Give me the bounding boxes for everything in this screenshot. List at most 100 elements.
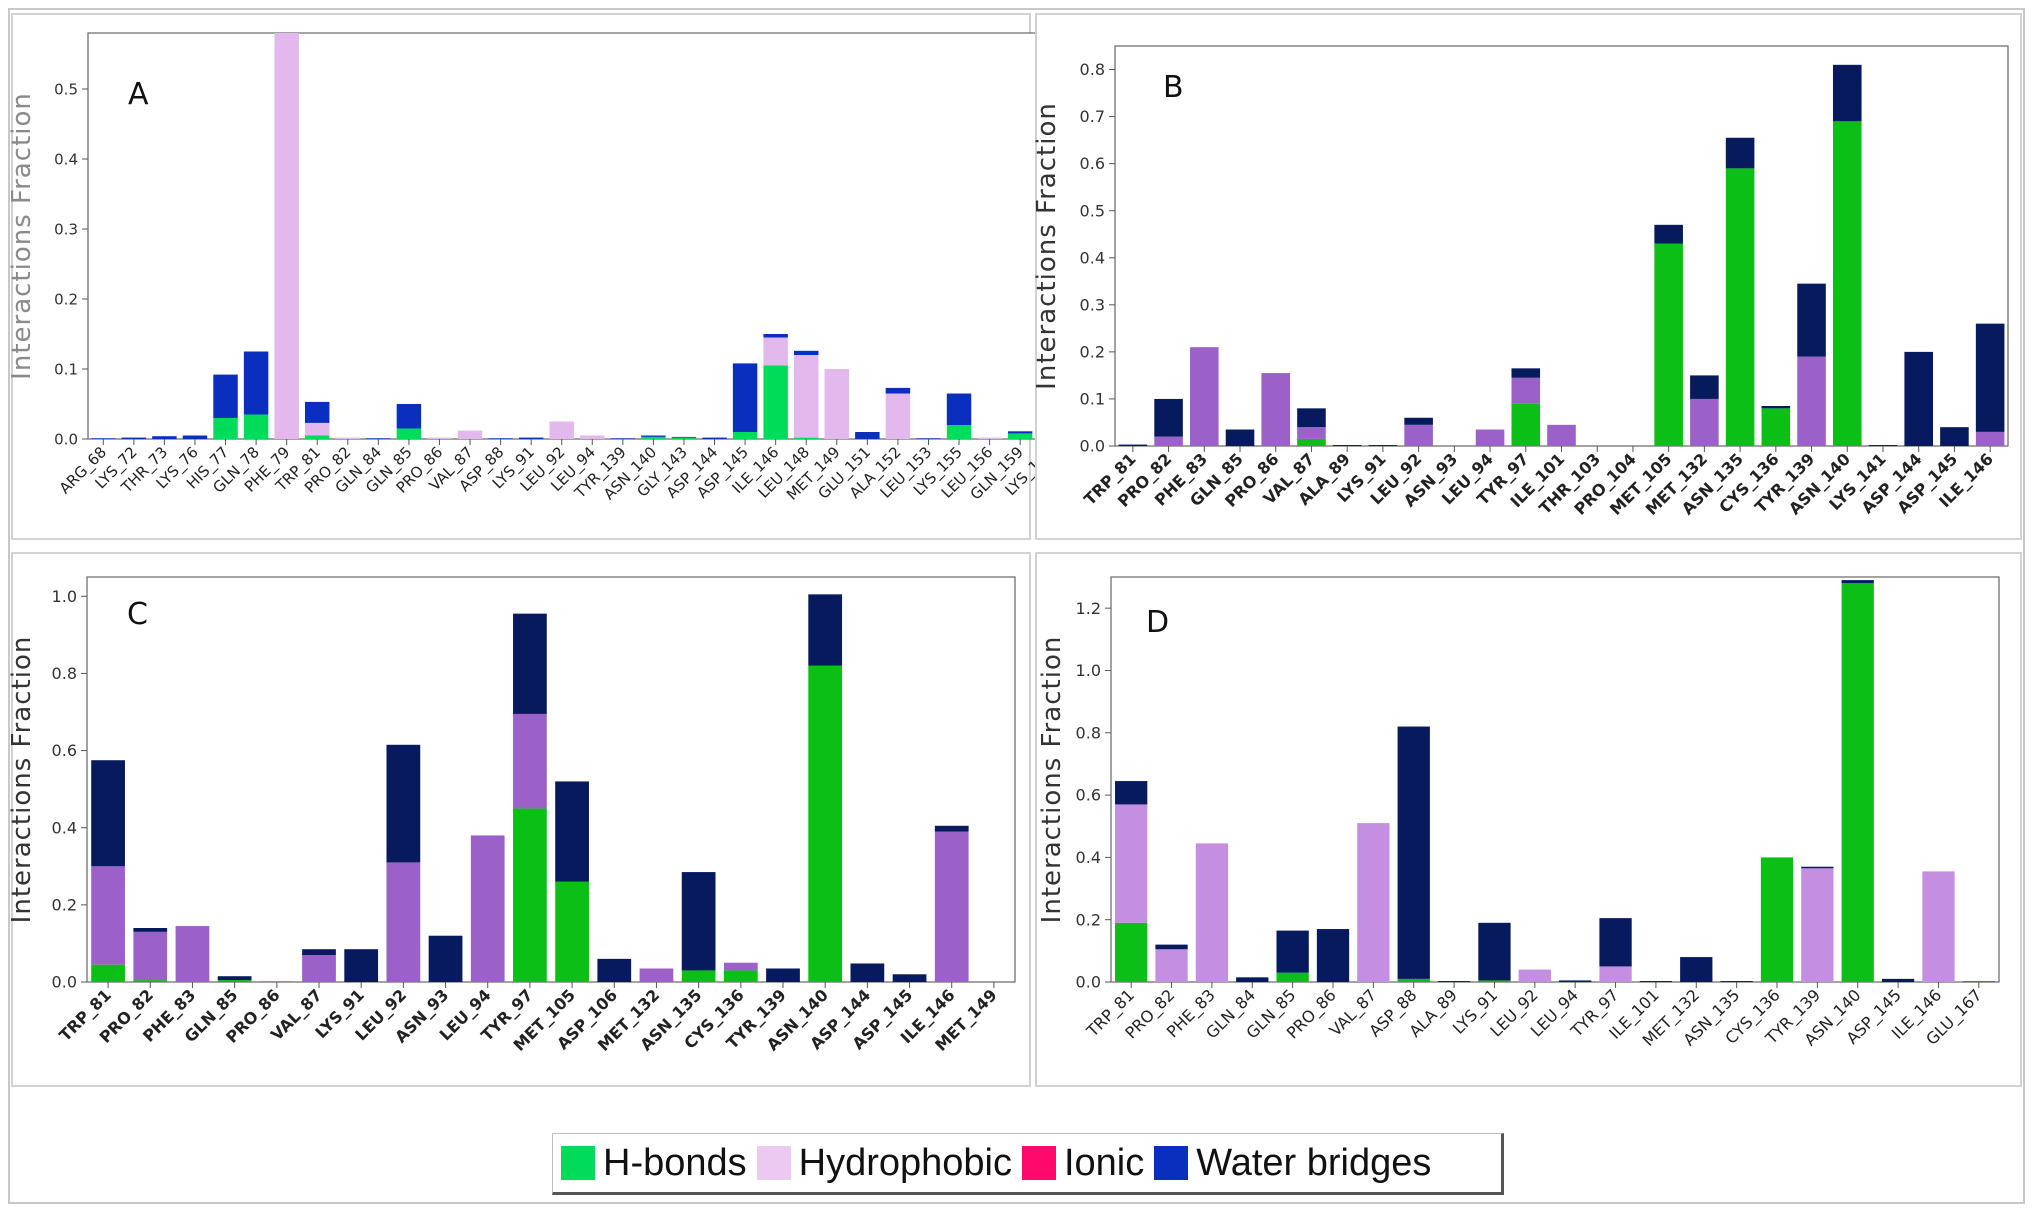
- bar-h-bonds-ile_146: [763, 365, 788, 439]
- bar-water-bridges-leu_92: [1404, 417, 1433, 425]
- bar-water-bridges-asn_135: [1725, 137, 1755, 169]
- bar-hydrophobic-tyr_139: [1797, 356, 1826, 446]
- bar-hydrophobic-val_87: [457, 430, 483, 439]
- y-tick-label: 0.4: [1076, 848, 1101, 867]
- bar-water-bridges-asn_135: [1720, 981, 1753, 982]
- bar-water-bridges-cys_136: [1761, 406, 1791, 409]
- bar-water-bridges-leu_94: [1559, 980, 1592, 982]
- y-axis-label: Interactions Fraction: [1037, 636, 1067, 924]
- bar-hydrophobic-trp_81: [1115, 804, 1148, 923]
- bar-hydrophobic-tyr_97: [1599, 966, 1632, 982]
- bar-h-bonds-val_87: [1297, 438, 1326, 446]
- bar-water-bridges-val_87: [302, 949, 336, 955]
- bar-hydrophobic-phe_83: [1190, 347, 1219, 446]
- bar-hydrophobic-pro_86: [259, 981, 294, 982]
- y-tick-label: 0.3: [1080, 295, 1105, 314]
- bar-h-bonds-gln_85: [217, 980, 252, 982]
- bar-water-bridges-gln_85: [1276, 930, 1309, 973]
- y-axis-label: Interactions Fraction: [7, 92, 37, 380]
- legend: H-bonds Hydrophobic Ionic Water bridges: [552, 1133, 1504, 1195]
- bar-water-bridges-asn_93: [428, 935, 463, 982]
- y-tick-label: 0.7: [1080, 107, 1105, 126]
- bar-water-bridges-asp_88: [1397, 726, 1430, 979]
- bar-hydrophobic-cys_136: [723, 962, 758, 971]
- bar-water-bridges-lys_155: [946, 393, 972, 425]
- y-tick-label: 0.2: [1076, 910, 1101, 929]
- y-tick-label: 0.8: [1076, 723, 1101, 742]
- bar-water-bridges-lys_91: [1478, 922, 1511, 981]
- bar-water-bridges-tyr_139: [766, 968, 800, 982]
- bar-hydrophobic-leu_148: [793, 355, 819, 438]
- panel-label: A: [128, 77, 149, 112]
- bar-hydrophobic-met_132: [1690, 398, 1719, 446]
- bar-hydrophobic-tyr_139: [1801, 868, 1834, 982]
- bar-water-bridges-gln_85: [217, 976, 252, 981]
- bar-water-bridges-lys_91: [344, 949, 379, 982]
- bar-hydrophobic-met_149: [824, 369, 850, 439]
- bar-water-bridges-ile_146: [1975, 323, 2005, 432]
- bar-water-bridges-arg_68: [91, 438, 116, 439]
- bar-water-bridges-pro_82: [1154, 398, 1183, 437]
- bar-h-bonds-asn_140: [1832, 121, 1862, 446]
- y-tick-label: 0.2: [52, 895, 77, 914]
- y-tick-label: 0.4: [52, 818, 77, 837]
- y-tick-label: 1.0: [52, 587, 77, 606]
- bar-hydrophobic-trp_81: [304, 422, 330, 436]
- bar-water-bridges-gln_85: [396, 404, 422, 429]
- y-axis-label: Interactions Fraction: [1032, 102, 1062, 390]
- bar-h-bonds-asn_135: [681, 970, 716, 982]
- bar-h-bonds-asn_140: [1841, 583, 1874, 982]
- bar-hydrophobic-phe_79: [274, 33, 299, 439]
- bar-water-bridges-lys_76: [182, 435, 208, 439]
- legend-swatch-hydrophobic: [756, 1146, 791, 1180]
- bar-water-bridges-trp_81: [91, 760, 125, 867]
- bar-water-bridges-asn_140: [808, 594, 843, 666]
- bar-water-bridges-pro_82: [1155, 944, 1188, 950]
- bar-water-bridges-gly_143: [671, 436, 697, 438]
- figure-frame: [8, 8, 2025, 1204]
- bar-hydrophobic-pro_86: [1261, 373, 1291, 446]
- bar-water-bridges-asp_145: [732, 363, 758, 432]
- y-axis-label: Interactions Fraction: [7, 636, 37, 924]
- bar-water-bridges-ile_146: [763, 334, 788, 338]
- legend-label-hbonds: H-bonds: [603, 1141, 747, 1184]
- bar-water-bridges-ala_152: [885, 387, 911, 394]
- bar-water-bridges-asp_88: [488, 438, 513, 439]
- plot-area: [86, 576, 1016, 983]
- bar-water-bridges-gln_159: [1007, 431, 1033, 434]
- chart-panel-b: 0.0 0.1 0.2 0.3 0.4 0.5 0.6 0.7 0.8 Interactions …: [1032, 13, 2022, 540]
- bar-water-bridges-tyr_97: [1599, 918, 1632, 967]
- bar-h-bonds-asn_140: [641, 436, 666, 439]
- bar-water-bridges-asp_144: [850, 963, 885, 982]
- bar-water-bridges-ala_89: [1332, 445, 1362, 446]
- bar-h-bonds-leu_148: [793, 437, 819, 439]
- bar-water-bridges-thr_73: [152, 436, 177, 439]
- y-tick-label: 0.0: [1076, 973, 1101, 992]
- bar-hydrophobic-tyr_97: [1511, 377, 1541, 404]
- bar-h-bonds-asp_88: [1397, 978, 1430, 982]
- y-tick-label: 0.4: [54, 150, 78, 168]
- bar-h-bonds-gln_85: [1276, 972, 1309, 982]
- bar-hydrophobic-val_87: [1297, 427, 1326, 439]
- bar-hydrophobic-pro_82: [335, 437, 361, 439]
- panel-label: B: [1163, 70, 1184, 105]
- bar-water-bridges-met_132: [1690, 375, 1719, 399]
- bar-hydrophobic-leu_92: [1404, 424, 1433, 446]
- bar-water-bridges-leu_153: [916, 438, 941, 439]
- bar-water-bridges-tyr_97: [1511, 368, 1541, 378]
- bar-water-bridges-pro_86: [1316, 929, 1350, 982]
- y-tick-label: 1.0: [1076, 661, 1101, 680]
- bar-water-bridges-asp_144: [1904, 351, 1933, 446]
- bar-hydrophobic-tyr_97: [513, 713, 547, 809]
- y-tick-label: 0.1: [54, 360, 78, 378]
- bar-h-bonds-trp_81: [1115, 922, 1148, 982]
- bar-water-bridges-lys_141: [1868, 445, 1898, 446]
- bar-water-bridges-gln_78: [243, 351, 269, 415]
- y-tick-label: 0.8: [52, 664, 77, 683]
- bar-water-bridges-tyr_139: [1797, 283, 1826, 357]
- bar-hydrophobic-ile_101: [1547, 424, 1576, 446]
- bar-hydrophobic-leu_94: [1475, 429, 1505, 446]
- bar-h-bonds-gln_159: [1007, 433, 1033, 439]
